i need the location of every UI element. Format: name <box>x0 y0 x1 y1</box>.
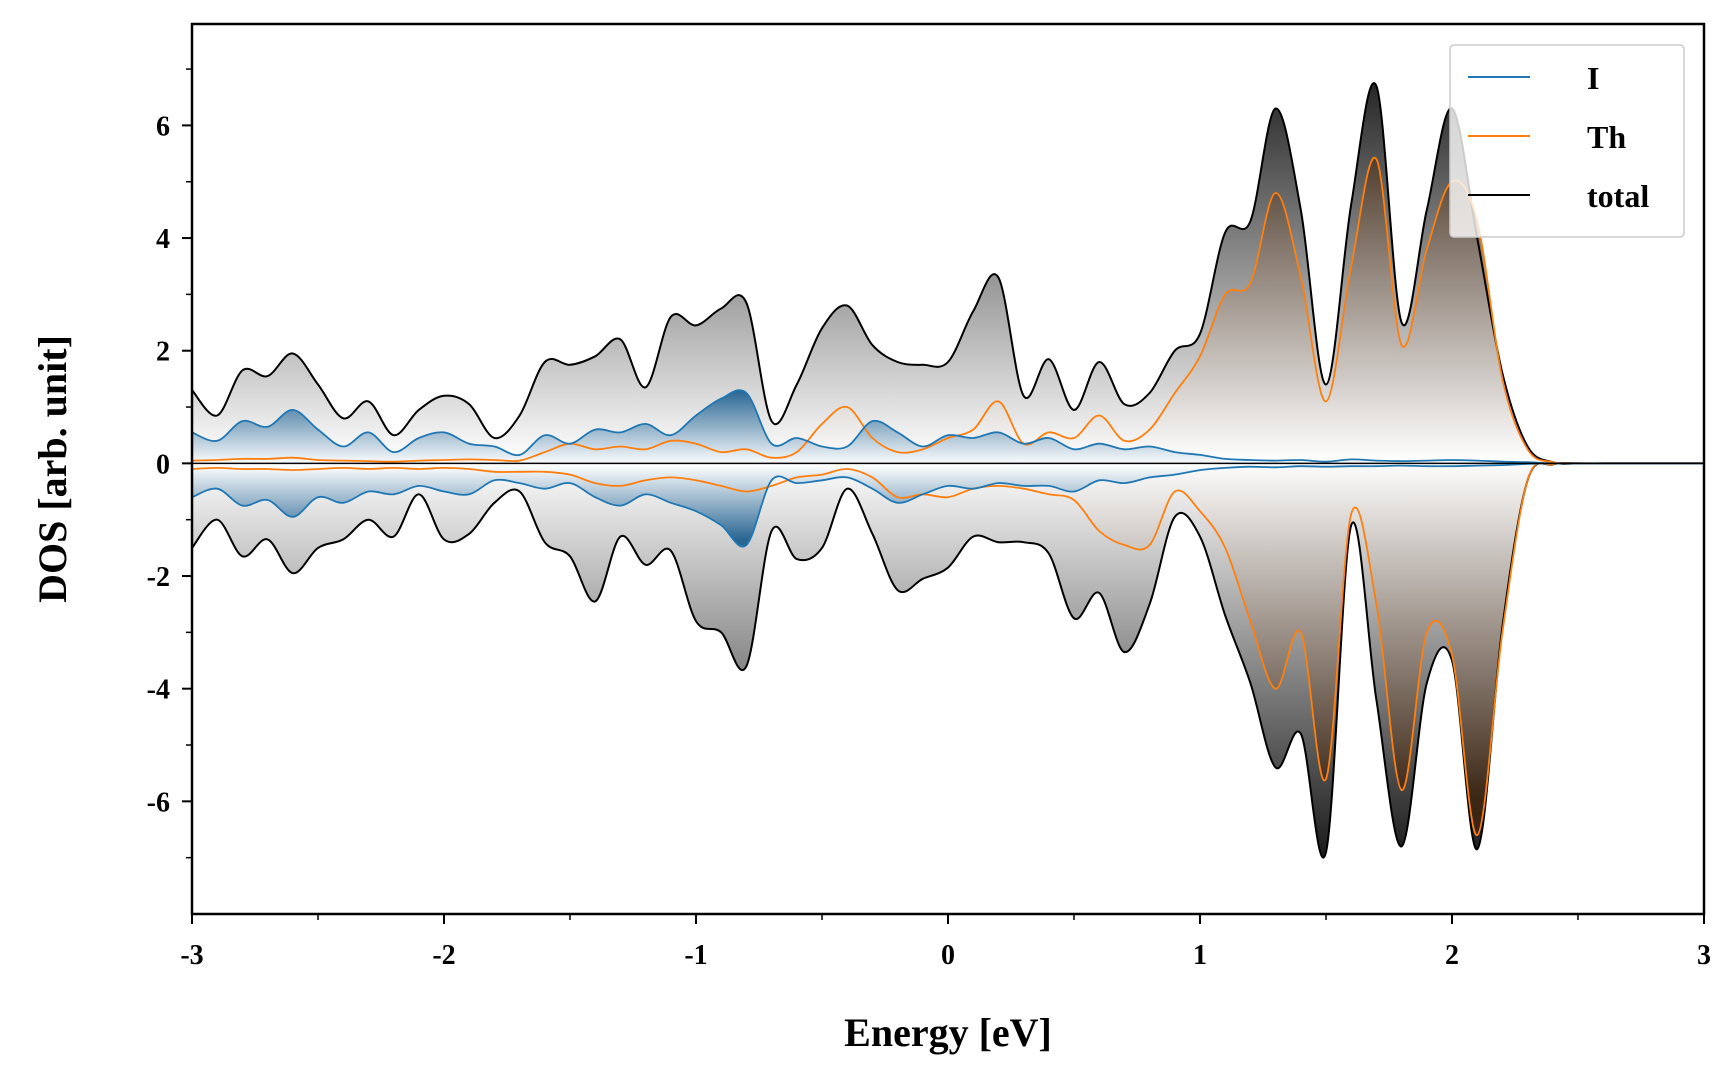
legend-label-total: total <box>1587 178 1649 214</box>
legend-label-th: Th <box>1587 119 1626 155</box>
y-tick-label: -6 <box>147 787 170 818</box>
legend-label-i: I <box>1587 60 1599 96</box>
area-fill-th-down <box>192 462 1704 836</box>
series-line-th-down <box>192 462 1704 837</box>
x-tick-label: 3 <box>1697 940 1711 971</box>
x-tick-label: -3 <box>180 940 203 971</box>
series-line-total-up <box>192 82 1704 465</box>
y-tick-label: 0 <box>156 449 170 480</box>
x-tick-label: -1 <box>684 940 707 971</box>
x-tick-label: -2 <box>432 940 455 971</box>
y-tick-label: -4 <box>147 675 170 706</box>
x-tick-label: 1 <box>1193 940 1207 971</box>
y-tick-label: -2 <box>147 562 170 593</box>
x-axis-label: Energy [eV] <box>844 1010 1052 1055</box>
x-tick-label: 0 <box>941 940 955 971</box>
series-line-i-up <box>192 389 1704 465</box>
x-tick-label: 2 <box>1445 940 1459 971</box>
y-axis-label: DOS [arb. unit] <box>30 335 75 603</box>
legend: I Th total <box>1449 44 1685 238</box>
area-fills <box>192 83 1704 858</box>
area-fill-total-up <box>192 83 1704 464</box>
y-tick-label: 2 <box>156 337 170 368</box>
y-axis: 6 4 2 0 -2 -4 -6 <box>147 68 192 859</box>
series-line-i-down <box>192 462 1704 548</box>
plot-area <box>192 82 1704 859</box>
area-fill-i-down <box>192 463 1704 547</box>
y-tick-label: 6 <box>156 111 170 142</box>
y-tick-label: 4 <box>156 224 170 255</box>
legend-box <box>1449 44 1685 238</box>
x-axis: -3 -2 -1 0 1 2 3 <box>180 914 1711 971</box>
area-fill-i-up <box>192 390 1704 464</box>
